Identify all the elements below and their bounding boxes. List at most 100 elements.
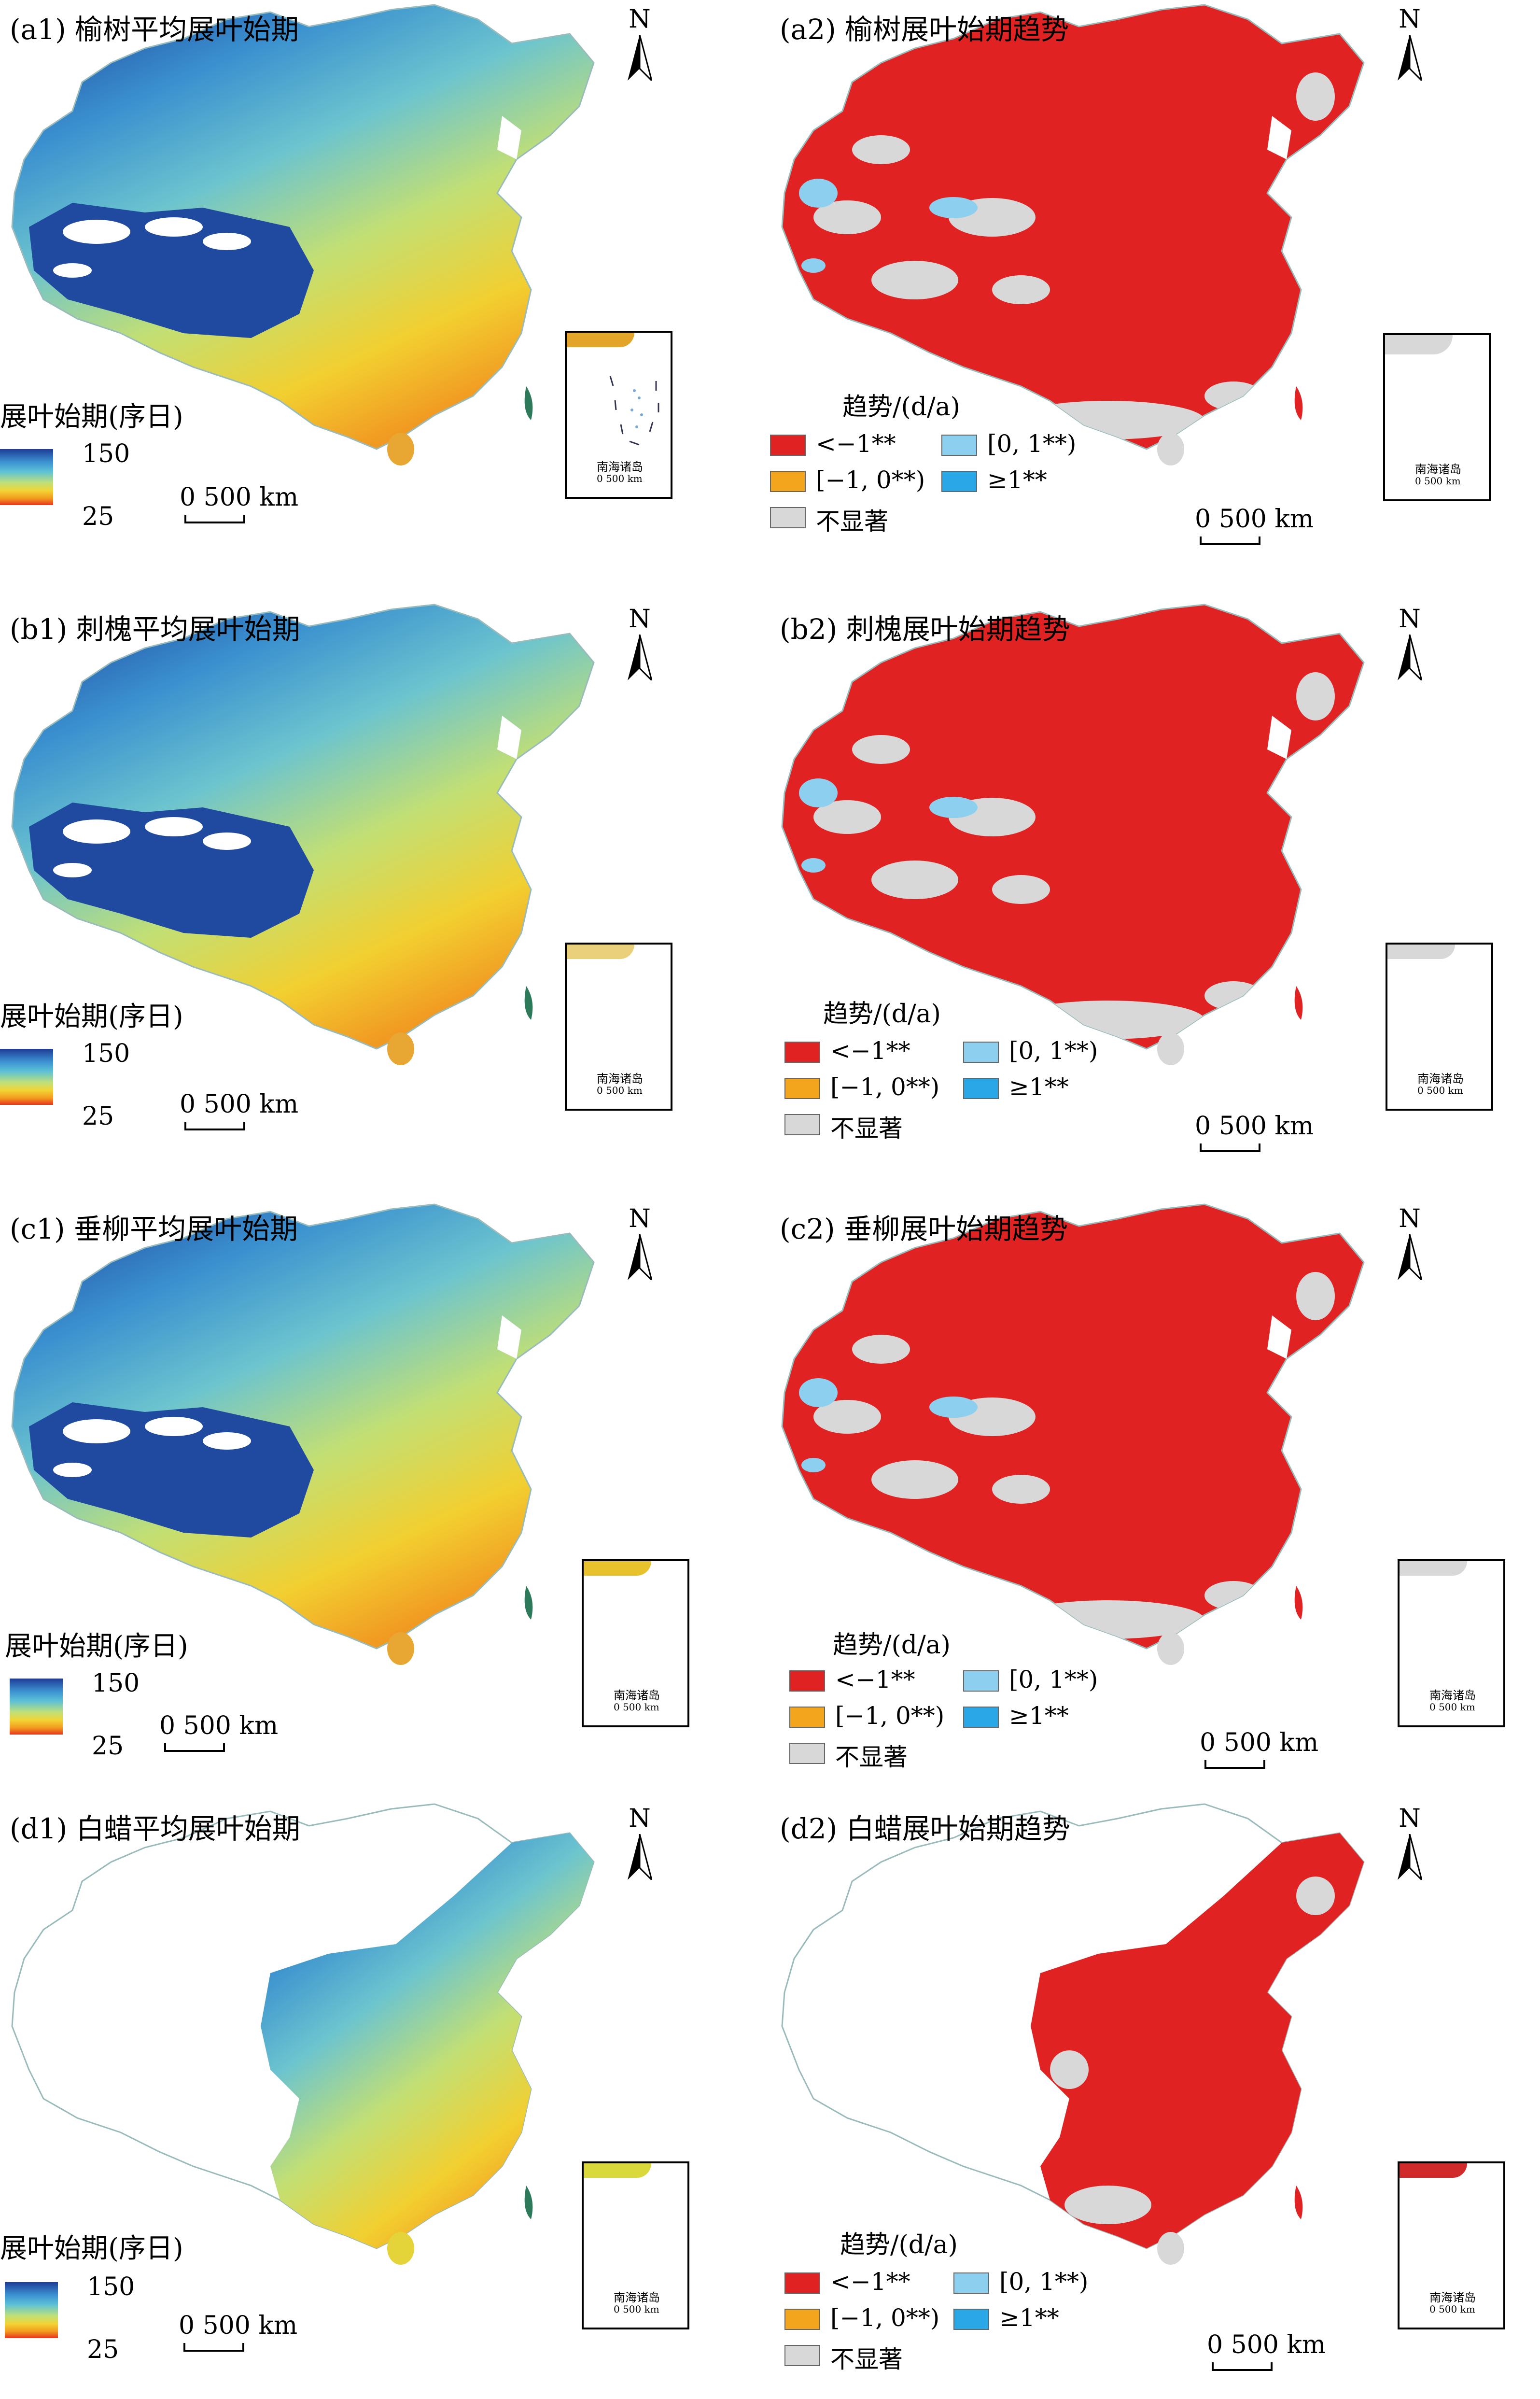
legend-label: 不显著 <box>830 2345 903 2373</box>
legend-label: [0, 1**) <box>1009 1037 1098 1065</box>
legend-title: 趋势/(d/a) <box>823 1000 941 1029</box>
scale-bar: 0 500 km <box>1195 505 1314 545</box>
panel-title: (a1) 榆树平均展叶始期 <box>10 13 299 46</box>
colorbar <box>0 449 53 505</box>
panel-c1: (c1) 垂柳平均展叶始期 N 南海诸岛 0 500 km 0 500 km 展… <box>0 1200 770 1799</box>
legend-label: ≥1** <box>1009 1073 1069 1101</box>
north-arrow-icon <box>1398 1834 1422 1880</box>
legend-swatch <box>963 1670 999 1692</box>
north-label: N <box>629 1804 651 1833</box>
inset-label: 南海诸岛 <box>597 460 643 474</box>
scale-bar: 0 500 km <box>1200 1728 1319 1769</box>
colorbar-min: 25 <box>82 1102 114 1131</box>
south-china-sea-inset: 南海诸岛 0 500 km <box>582 2161 689 2329</box>
panel-a2: (a2) 榆树展叶始期趋势 N 南海诸岛 0 500 km 0 500 km 趋… <box>770 0 1540 600</box>
legend-title: 趋势/(d/a) <box>840 2230 958 2259</box>
legend-label: 不显著 <box>830 1115 903 1143</box>
scale-bar-label: 0 500 km <box>1200 1728 1319 1757</box>
inset-land <box>584 2163 651 2178</box>
inset-label: 南海诸岛 <box>1417 1072 1464 1086</box>
inset-label: 南海诸岛 <box>1429 2291 1476 2304</box>
scale-bar-label: 0 500 km <box>1195 1112 1314 1141</box>
colorbar-title: 展叶始期(序日) <box>0 2233 183 2264</box>
scale-bar-label: 0 500 km <box>159 1711 279 1740</box>
scale-bar: 0 500 km <box>1195 1112 1314 1152</box>
panel-title: (d1) 白蜡平均展叶始期 <box>10 1812 300 1845</box>
north-arrow-icon <box>628 1234 652 1280</box>
legend-swatch <box>784 1114 820 1135</box>
colorbar-title: 展叶始期(序日) <box>0 401 183 433</box>
inset-scale: 0 500 km <box>614 2303 659 2315</box>
panel-title: (b2) 刺槐展叶始期趋势 <box>780 613 1070 646</box>
south-china-sea-inset: 南海诸岛 0 500 km <box>1383 333 1491 501</box>
legend-label: ≥1** <box>999 2304 1059 2332</box>
north-arrow: N <box>1390 1804 1429 1881</box>
scale-bar: 0 500 km <box>159 1711 279 1752</box>
north-arrow: N <box>620 605 659 682</box>
legend-label: ≥1** <box>987 466 1047 494</box>
legend-swatch <box>963 1078 999 1099</box>
panel-title: (b1) 刺槐平均展叶始期 <box>10 613 300 646</box>
inset-label: 南海诸岛 <box>614 2291 660 2304</box>
inset-label: 南海诸岛 <box>597 1072 643 1086</box>
inset-land <box>567 333 634 347</box>
north-arrow-icon <box>1398 635 1422 680</box>
inset-scale: 0 500 km <box>597 1085 643 1096</box>
south-china-sea-inset: 南海诸岛 0 500 km <box>1398 2161 1505 2329</box>
colorbar-max: 150 <box>87 2272 135 2301</box>
scale-bar: 0 500 km <box>1207 2330 1326 2371</box>
legend-swatch <box>784 2309 820 2330</box>
inset-islands-icon <box>609 376 659 446</box>
north-arrow-icon <box>628 635 652 680</box>
colorbar-min: 25 <box>92 1732 124 1761</box>
legend-swatch <box>941 471 977 492</box>
north-arrow: N <box>620 5 659 82</box>
scale-bar: 0 500 km <box>180 1090 299 1130</box>
scale-bar-label: 0 500 km <box>180 483 299 512</box>
legend-swatch <box>784 2345 820 2366</box>
legend-label: [−1, 0**) <box>816 466 925 494</box>
colorbar <box>0 1049 53 1105</box>
legend-title: 趋势/(d/a) <box>842 393 960 422</box>
legend-label: 不显著 <box>816 508 888 536</box>
north-label: N <box>1399 1804 1421 1833</box>
inset-scale: 0 500 km <box>614 1701 659 1713</box>
panel-d2: (d2) 白蜡展叶始期趋势 N 南海诸岛 0 500 km 0 500 km 趋… <box>770 1799 1540 2399</box>
panel-a1: (a1) 榆树平均展叶始期 N 南海诸岛 0 500 km 0 500 km 展… <box>0 0 770 600</box>
colorbar-title: 展叶始期(序日) <box>5 1631 188 1662</box>
colorbar-max: 150 <box>82 1039 130 1068</box>
panel-title: (c1) 垂柳平均展叶始期 <box>10 1213 298 1245</box>
inset-label: 南海诸岛 <box>614 1689 660 1702</box>
colorbar-min: 25 <box>82 502 114 531</box>
south-china-sea-inset: 南海诸岛 0 500 km <box>582 1559 689 1727</box>
legend-label: [−1, 0**) <box>830 1073 940 1101</box>
scale-bar-label: 0 500 km <box>180 1090 299 1119</box>
inset-land <box>584 1561 651 1576</box>
inset-label: 南海诸岛 <box>1415 463 1461 476</box>
legend-label: [0, 1**) <box>1009 1665 1098 1693</box>
north-arrow-icon <box>1398 1234 1422 1280</box>
panel-title: (a2) 榆树展叶始期趋势 <box>780 13 1069 46</box>
north-arrow: N <box>620 1204 659 1282</box>
inset-scale: 0 500 km <box>1415 475 1461 487</box>
legend-swatch <box>953 2272 989 2294</box>
colorbar <box>10 1679 63 1735</box>
legend-swatch <box>789 1707 825 1728</box>
inset-scale: 0 500 km <box>1417 1085 1463 1096</box>
colorbar-title: 展叶始期(序日) <box>0 1001 183 1032</box>
panel-d1: (d1) 白蜡平均展叶始期 N 南海诸岛 0 500 km 0 500 km 展… <box>0 1799 770 2399</box>
legend-title: 趋势/(d/a) <box>833 1631 951 1660</box>
north-arrow: N <box>1390 1204 1429 1282</box>
south-china-sea-inset: 南海诸岛 0 500 km <box>1386 943 1493 1111</box>
legend-swatch <box>770 471 806 492</box>
north-label: N <box>1399 605 1421 634</box>
legend-label: <−1** <box>830 1037 910 1065</box>
north-label: N <box>1399 5 1421 34</box>
south-china-sea-inset: 南海诸岛 0 500 km <box>1398 1559 1505 1727</box>
panel-title: (d2) 白蜡展叶始期趋势 <box>780 1812 1070 1845</box>
inset-land <box>1387 945 1455 959</box>
legend-label: 不显著 <box>835 1743 908 1771</box>
legend-swatch <box>784 1078 820 1099</box>
south-china-sea-inset: 南海诸岛 0 500 km <box>565 331 672 499</box>
inset-scale: 0 500 km <box>1429 1701 1475 1713</box>
